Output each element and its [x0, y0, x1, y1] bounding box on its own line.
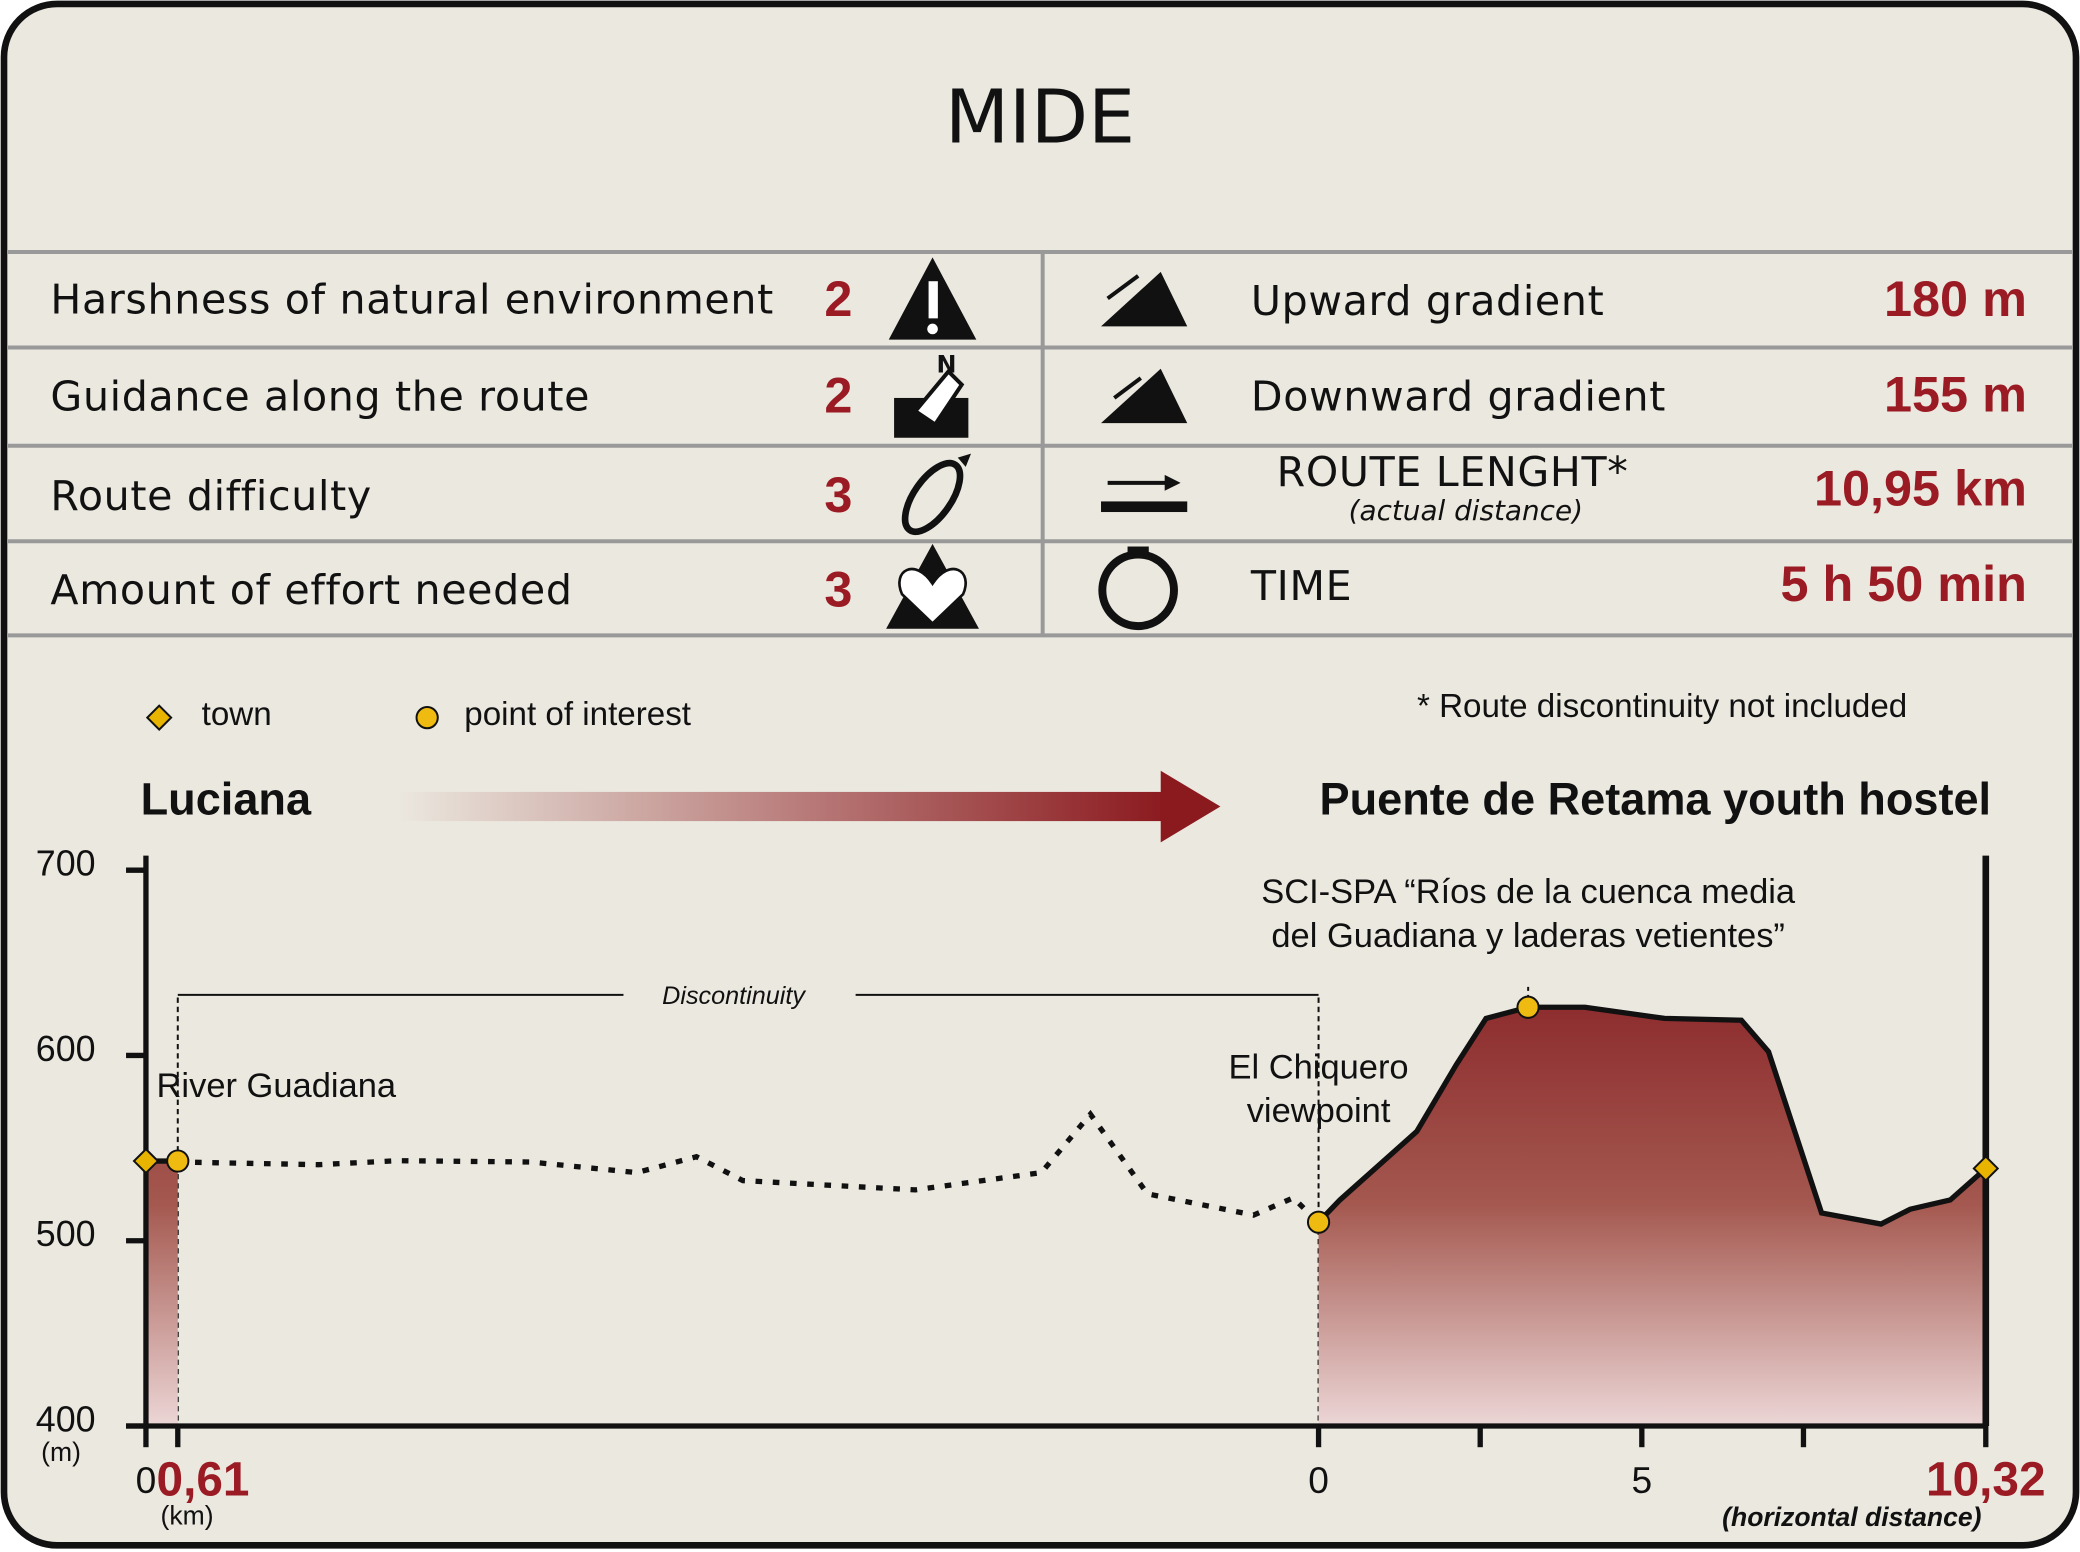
elevation-area: [145, 1161, 178, 1426]
x-axis-label: (horizontal distance): [1722, 1502, 1981, 1532]
discontinuity-label: Discontinuity: [662, 982, 806, 1010]
title: MIDE: [945, 74, 1135, 161]
row-value: 3: [824, 466, 852, 523]
town-marker: [1972, 1155, 2000, 1182]
legend-label: point of interest: [464, 696, 691, 733]
row-label: Amount of effort needed: [50, 566, 572, 614]
annotation: River Guadiana: [157, 1067, 397, 1105]
table-lines: [7, 250, 2073, 638]
x-tick-label: 5: [1632, 1459, 1653, 1501]
icons: N: [886, 257, 1188, 631]
row-value: 180 m: [1884, 270, 2027, 327]
poi-marker: [1516, 995, 1540, 1019]
y-tick-label: 700: [36, 844, 96, 884]
direction-arrow: [397, 770, 1221, 843]
poi-marker: [166, 1149, 190, 1173]
legend-marker: [145, 704, 173, 731]
elevation-line: [1316, 1004, 1988, 1227]
y-tick-label: 600: [36, 1029, 96, 1069]
row-label: Downward gradient: [1251, 372, 1666, 420]
row-value: 2: [824, 270, 852, 327]
end-label: Puente de Retama youth hostel: [1320, 773, 1992, 824]
row-value: 5 h 50 min: [1780, 555, 2026, 612]
elevation-area: [1318, 1007, 1986, 1426]
legend-marker: [415, 706, 439, 730]
row-label: Guidance along the route: [50, 372, 590, 420]
y-tick-label: 500: [36, 1214, 96, 1254]
y-axis-label: (m): [41, 1437, 81, 1467]
row-label: TIME: [1250, 562, 1352, 610]
annotation: del Guadiana y laderas vetientes”: [1271, 917, 1785, 955]
row-value: 155 m: [1884, 365, 2027, 422]
row-label: ROUTE LENGHT*: [1277, 448, 1629, 496]
annotation: El Chiquero: [1229, 1048, 1409, 1086]
town-marker: [132, 1147, 160, 1175]
row-value: 2: [824, 367, 852, 424]
x-tick-label: 0,61: [157, 1454, 250, 1507]
row-value: 3: [824, 560, 852, 617]
svg-text:N: N: [937, 351, 957, 379]
row-label: Harshness of natural environment: [50, 275, 773, 323]
x-tick-label: 10,32: [1926, 1454, 2046, 1507]
annotation: SCI-SPA “Ríos de la cuenca media: [1261, 873, 1796, 911]
row-label: Upward gradient: [1251, 277, 1604, 325]
x-tick-label: 0: [136, 1459, 157, 1501]
note: * Route discontinuity not included: [1417, 688, 1907, 725]
start-label: Luciana: [141, 773, 312, 824]
row-note: (actual distance): [1349, 494, 1583, 527]
annotation: viewpoint: [1247, 1092, 1391, 1130]
poi-marker: [1306, 1210, 1331, 1234]
row-label: Route difficulty: [50, 472, 371, 520]
x-axis-label: (km): [161, 1501, 214, 1531]
row-value: 10,95 km: [1814, 459, 2027, 516]
x-tick-label: 0: [1308, 1459, 1329, 1501]
y-tick-label: 400: [36, 1399, 96, 1439]
legend-label: town: [202, 696, 272, 733]
